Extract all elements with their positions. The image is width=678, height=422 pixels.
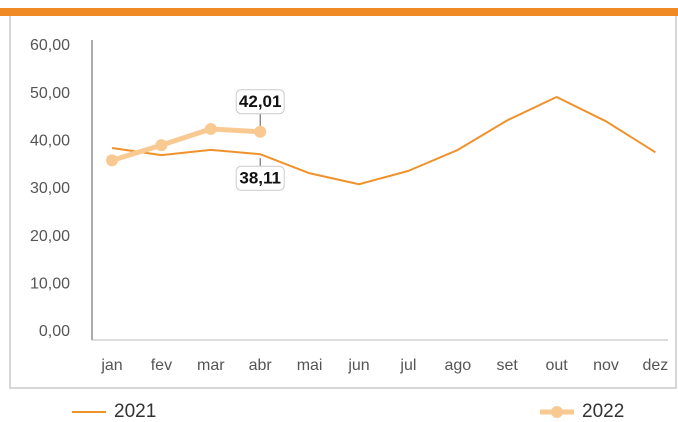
x-tick-label: abr xyxy=(249,357,273,374)
point xyxy=(106,154,118,167)
point xyxy=(155,139,168,152)
y-tick-label: 10,00 xyxy=(30,276,70,293)
data-label: 42,01 xyxy=(239,92,282,111)
x-tick-label: dez xyxy=(643,357,669,374)
frame xyxy=(9,16,677,389)
x-tick-label: ago xyxy=(444,357,471,374)
x-tick-label: jun xyxy=(347,357,369,374)
point xyxy=(204,122,217,135)
y-tick-label: 20,00 xyxy=(30,228,70,245)
x-tick-label: set xyxy=(497,357,519,374)
x-tick-label: fev xyxy=(151,357,172,374)
series-line xyxy=(111,126,261,163)
series-line xyxy=(111,96,656,186)
x-tick-label: mai xyxy=(297,357,323,374)
y-tick-label: 0,00 xyxy=(39,323,70,340)
legend-label: 2022 xyxy=(582,401,624,422)
label-box xyxy=(235,89,285,115)
x-tick-label: mar xyxy=(197,357,225,374)
y-tick-label: 30,00 xyxy=(30,180,70,197)
top-bar xyxy=(0,8,678,16)
x-tick-label: out xyxy=(545,357,568,374)
x-tick-label: jan xyxy=(100,357,122,374)
y-tick-label: 60,00 xyxy=(30,37,70,54)
legend-label: 2021 xyxy=(114,401,156,422)
data-label: 38,11 xyxy=(239,169,281,188)
legend-marker xyxy=(551,406,563,418)
label-box xyxy=(235,165,285,191)
x-tick-label: nov xyxy=(593,357,619,374)
x-tick-label: jul xyxy=(399,357,416,374)
point xyxy=(254,125,267,138)
y-tick-label: 40,00 xyxy=(30,133,70,150)
y-tick-label: 50,00 xyxy=(30,85,70,102)
